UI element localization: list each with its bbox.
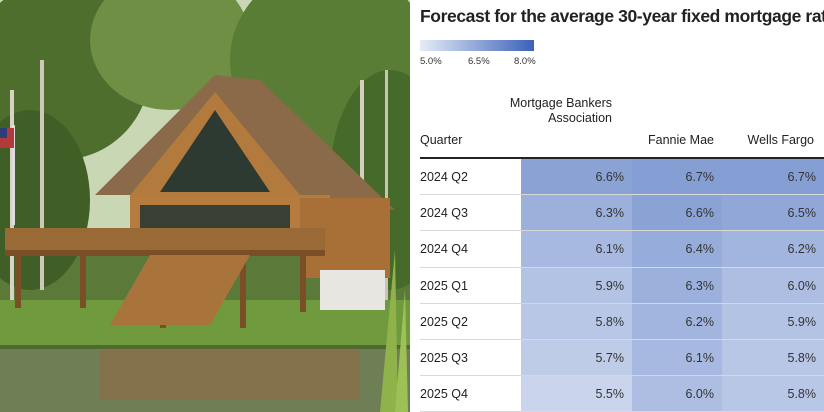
rate-value: 5.9% <box>787 314 817 329</box>
rate-value: 5.9% <box>595 278 625 293</box>
rate-value: 5.5% <box>595 387 625 402</box>
rate-cell: 6.2% <box>632 303 722 340</box>
rate-value: 6.6% <box>595 170 625 184</box>
rate-cell: 5.9% <box>722 303 824 340</box>
header-fannie-mae: Fannie Mae <box>647 133 714 147</box>
row-quarter-label: 2025 Q1 <box>420 278 468 293</box>
cabin-illustration <box>0 0 410 412</box>
row-quarter-label: 2024 Q4 <box>420 242 468 257</box>
table-row: 2025 Q4 5.5% 6.0% 5.8% <box>410 376 824 412</box>
rate-value: 5.8% <box>787 387 817 402</box>
row-quarter-label: 2024 Q3 <box>420 206 468 221</box>
rate-cell: 5.7% <box>521 340 632 376</box>
row-divider <box>420 338 824 340</box>
table-row: 2025 Q2 5.8% 6.2% 5.9% <box>410 303 824 340</box>
rate-value: 5.8% <box>787 351 817 365</box>
legend-tick-mid: 6.5% <box>468 56 490 67</box>
row-quarter-label: 2025 Q4 <box>420 387 468 402</box>
rate-value: 6.2% <box>685 314 715 329</box>
row-divider <box>420 266 824 268</box>
rate-cell: 6.0% <box>722 267 824 304</box>
data-table-body: 2024 Q2 6.6% 6.7% 6.7% 2024 Q3 6.3% 6.6% 6.5% 20… <box>410 159 824 412</box>
row-divider <box>420 302 824 304</box>
color-legend: 5.0% 6.5% 8.0% <box>420 40 536 70</box>
rate-cell: 6.6% <box>632 195 722 232</box>
header-quarter: Quarter <box>420 133 463 147</box>
legend-gradient-bar <box>420 40 534 51</box>
table-row: 2024 Q4 6.1% 6.4% 6.2% <box>410 231 824 268</box>
rate-cell: 6.1% <box>632 340 722 376</box>
table-row: 2025 Q1 5.9% 6.3% 6.0% <box>410 267 824 304</box>
rate-cell: 6.3% <box>521 195 632 232</box>
header-wells-fargo: Wells Fargo <box>747 133 814 147</box>
table-row: 2024 Q2 6.6% 6.7% 6.7% <box>410 159 824 196</box>
rate-cell: 5.5% <box>521 376 632 412</box>
row-quarter-label: 2025 Q3 <box>420 351 468 365</box>
row-quarter-label: 2025 Q2 <box>420 314 468 329</box>
row-quarter-label: 2024 Q2 <box>420 170 468 184</box>
rate-value: 6.7% <box>685 170 715 184</box>
rate-cell: 5.8% <box>722 340 824 376</box>
rate-cell: 6.0% <box>632 376 722 412</box>
table-row: 2025 Q3 5.7% 6.1% 5.8% <box>410 340 824 377</box>
rate-cell: 6.2% <box>722 231 824 268</box>
rate-value: 6.4% <box>685 242 715 257</box>
rate-cell: 5.8% <box>722 376 824 412</box>
rate-cell: 6.7% <box>632 159 722 195</box>
rate-value: 5.7% <box>595 351 625 365</box>
header-rule <box>420 157 824 159</box>
legend-tick-min: 5.0% <box>420 56 442 67</box>
rate-value: 6.0% <box>685 387 715 402</box>
header-mortgage-bankers-association: Mortgage Bankers Association <box>509 96 612 125</box>
table-row: 2024 Q3 6.3% 6.6% 6.5% <box>410 195 824 232</box>
rate-cell: 5.9% <box>521 267 632 304</box>
rate-cell: 6.5% <box>722 195 824 232</box>
rate-value: 6.2% <box>787 242 817 257</box>
rate-value: 6.0% <box>787 278 817 293</box>
rate-cell: 6.7% <box>722 159 824 195</box>
rate-cell: 6.6% <box>521 159 632 195</box>
rate-cell: 6.4% <box>632 231 722 268</box>
rate-cell: 6.3% <box>632 267 722 304</box>
row-divider <box>420 375 824 377</box>
cabin-photo <box>0 0 410 412</box>
rate-value: 6.3% <box>685 278 715 293</box>
rate-value: 6.1% <box>685 351 715 365</box>
legend-tick-max: 8.0% <box>514 56 536 67</box>
rate-value: 5.8% <box>595 314 625 329</box>
row-divider <box>420 230 824 232</box>
rate-value: 6.5% <box>787 206 817 221</box>
rate-value: 6.7% <box>787 170 817 184</box>
chart-title: Forecast for the average 30-year fixed m… <box>420 6 824 26</box>
rate-value: 6.1% <box>595 242 625 257</box>
table-panel: Forecast for the average 30-year fixed m… <box>410 0 824 412</box>
rate-cell: 5.8% <box>521 303 632 340</box>
rate-value: 6.6% <box>685 206 715 221</box>
row-divider <box>420 194 824 196</box>
rate-cell: 6.1% <box>521 231 632 268</box>
rate-value: 6.3% <box>595 206 625 221</box>
